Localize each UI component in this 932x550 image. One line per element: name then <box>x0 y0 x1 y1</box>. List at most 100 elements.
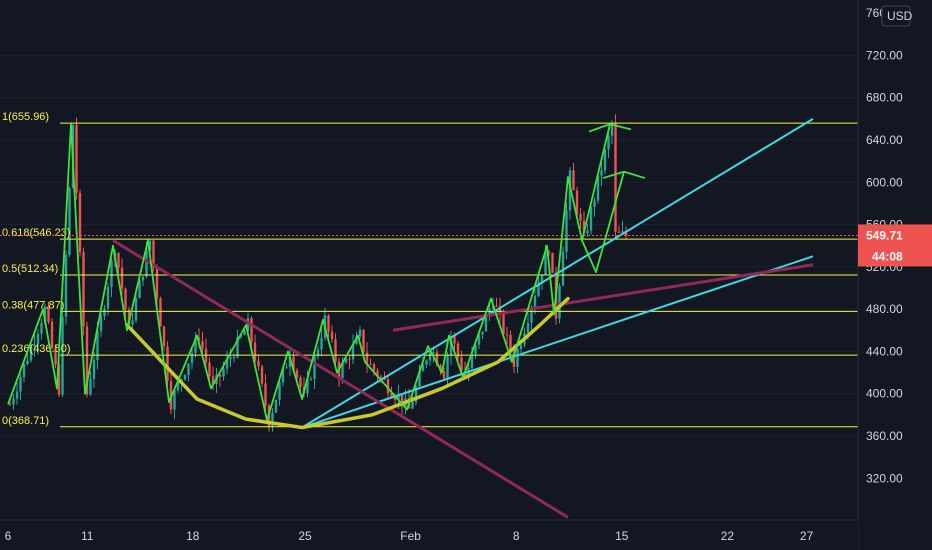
candle-body <box>47 306 50 322</box>
candle-body <box>43 306 47 324</box>
candle-body <box>89 379 92 395</box>
candle-body <box>166 346 169 382</box>
price-tick-label: 600.00 <box>866 175 903 189</box>
candle-body <box>530 307 533 323</box>
time-tick-label: Feb <box>400 529 421 543</box>
time-tick-label: 18 <box>186 529 200 543</box>
countdown-tag <box>858 246 932 267</box>
fib-level-label: 0.5(512.34) <box>2 263 58 275</box>
candle-body <box>467 367 470 379</box>
countdown-value: 44:08 <box>872 249 903 263</box>
candle-body <box>351 344 355 360</box>
currency-badge <box>881 5 911 27</box>
candle-body <box>274 399 278 413</box>
candle-body <box>376 370 379 377</box>
candle-body <box>614 123 617 232</box>
price-tick-label: 720.00 <box>866 48 903 62</box>
candle-body <box>428 352 432 361</box>
candle-body <box>425 360 428 365</box>
candle-body <box>533 296 537 308</box>
price-axis[interactable]: 320.00360.00400.00440.00480.00520.00560.… <box>857 0 932 550</box>
fib-level-label: 0(368.71) <box>2 415 49 427</box>
candle-body <box>278 382 281 400</box>
candle-body <box>12 398 15 405</box>
candle-body <box>19 377 22 392</box>
currency-label: USD <box>887 9 913 23</box>
arrowhead <box>588 123 632 133</box>
candle-body <box>446 355 449 379</box>
candle-body <box>589 206 593 231</box>
fib-level-label: 0.618(546.23) <box>2 227 71 239</box>
candle-body <box>386 379 390 394</box>
candle-body <box>120 267 124 289</box>
candle-body <box>568 170 572 211</box>
candle-body <box>306 379 309 394</box>
price-tick-label: 360.00 <box>866 429 903 443</box>
candle-body <box>187 363 190 376</box>
candle-body <box>435 352 439 366</box>
candle-body <box>624 231 628 236</box>
candle-body <box>369 364 372 366</box>
candle-body <box>117 253 120 268</box>
candle-body <box>288 356 292 367</box>
candle-body <box>246 318 250 331</box>
candle-body <box>617 231 621 233</box>
candle-body <box>537 282 540 297</box>
candle-body <box>327 315 330 332</box>
candle-body <box>390 393 393 398</box>
candle-body <box>474 344 477 354</box>
candle-body <box>502 312 505 335</box>
candle-body <box>292 356 295 371</box>
candle-body <box>103 308 106 317</box>
price-tick-label: 440.00 <box>866 344 903 358</box>
fib-retracement[interactable]: 1(655.96) 0.618(546.23) 0.5(512.34) 0.38(47… <box>2 111 858 428</box>
candle-body <box>208 362 211 377</box>
candle-body <box>253 342 257 361</box>
candle-body <box>481 331 484 335</box>
time-tick-label: 8 <box>513 529 520 543</box>
candle-body <box>64 254 68 317</box>
last-price-value: 549.71 <box>866 228 903 242</box>
candle-body <box>600 170 603 176</box>
candle-body <box>197 337 201 342</box>
candle-body <box>36 333 40 345</box>
candle-body <box>92 360 96 380</box>
candle-body <box>232 357 236 359</box>
candle-body <box>204 348 208 363</box>
drawing-lines[interactable] <box>7 118 814 519</box>
time-tick-label: 11 <box>81 529 94 543</box>
candle-body <box>456 343 460 358</box>
candle-body <box>176 382 180 391</box>
candle-body <box>85 326 89 395</box>
candle-body <box>442 371 446 379</box>
price-tick-label: 680.00 <box>866 91 903 105</box>
candle-body <box>173 390 176 410</box>
price-tags: 549.71 44:08 <box>0 224 932 267</box>
candle-body <box>148 240 152 251</box>
candle-body <box>201 341 204 349</box>
candle-body <box>579 214 582 221</box>
price-tick-label: 640.00 <box>866 133 903 147</box>
candle-body <box>540 274 544 283</box>
candle-body <box>470 353 474 368</box>
candle-body <box>29 346 33 361</box>
candle-body <box>236 336 239 358</box>
time-axis[interactable]: 6 11 18 25 Feb 8 15 22 27 <box>0 519 858 550</box>
time-tick-label: 22 <box>721 529 735 543</box>
candle-body <box>57 364 61 395</box>
candle-body <box>271 412 274 427</box>
candle-body <box>54 348 57 365</box>
price-axis-bg <box>858 0 932 550</box>
candle-body <box>309 378 313 380</box>
candle-body <box>449 336 453 356</box>
candle-body <box>596 175 600 201</box>
candle-body <box>421 364 425 372</box>
candle-body <box>418 371 421 387</box>
candle-body <box>358 329 362 337</box>
candle-body <box>33 344 36 347</box>
candlestick-series <box>8 114 628 432</box>
candle-body <box>162 326 166 347</box>
fib-level-label: 1(655.96) <box>2 111 49 123</box>
candle-body <box>477 334 481 345</box>
